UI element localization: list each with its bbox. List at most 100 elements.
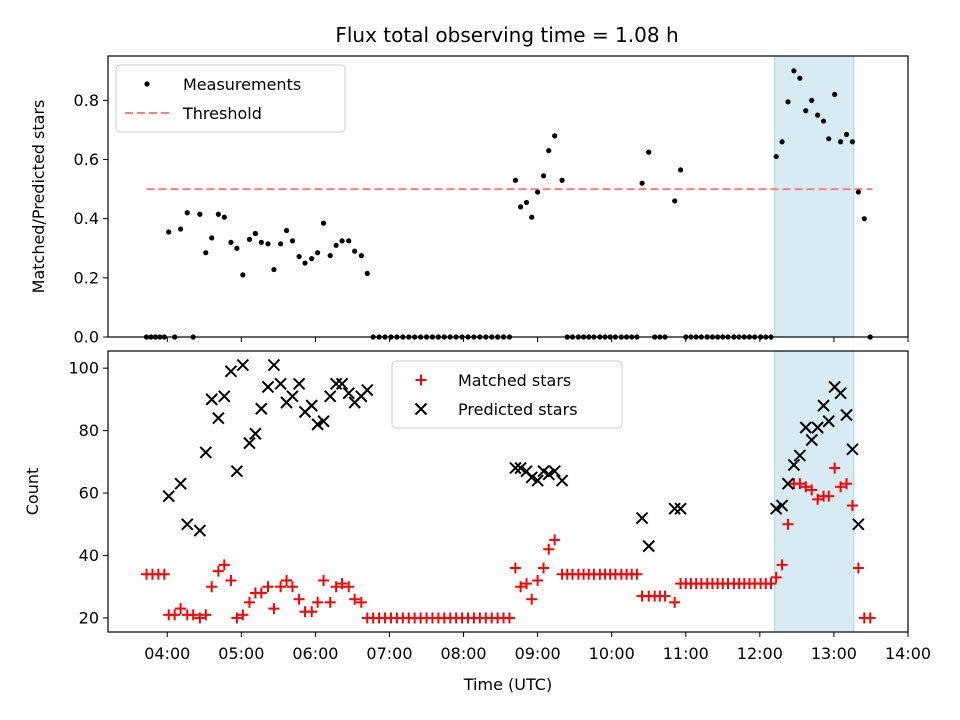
measurement-point	[333, 242, 339, 248]
measurement-point	[639, 180, 645, 186]
measurement-point	[512, 177, 519, 183]
predicted-star-point	[324, 390, 337, 403]
predicted-star-point	[212, 411, 225, 425]
measurement-points	[143, 68, 873, 340]
measurement-point	[358, 253, 364, 259]
predicted-star-point	[230, 464, 244, 478]
matched-star-point	[538, 562, 550, 574]
measurement-point	[559, 177, 565, 183]
predicted-star-point	[775, 499, 789, 512]
measurement-point	[535, 189, 541, 195]
measurement-point	[315, 250, 321, 256]
bottom-legend: Matched stars Predicted stars	[391, 360, 623, 429]
predicted-star-point	[218, 390, 231, 403]
top-axes-frame	[107, 55, 909, 338]
predicted-star-point	[361, 383, 374, 397]
measurement-point	[327, 253, 333, 259]
matched-star-point	[835, 481, 847, 493]
predicted-star-point	[531, 474, 544, 487]
matched-star-point	[794, 478, 806, 490]
matched-star-point	[175, 603, 187, 615]
measurement-point	[809, 97, 815, 103]
matched-star-point	[806, 484, 818, 496]
matched-star-point	[243, 596, 255, 608]
bottom-y-tick-label: 80	[79, 421, 99, 440]
matched-star-point	[158, 568, 170, 580]
matched-star-point	[225, 574, 237, 586]
measurement-point	[517, 204, 524, 210]
matched-star-point	[268, 603, 280, 615]
x-tick-label: 05:00	[218, 644, 264, 663]
matched-star-point	[515, 581, 527, 593]
predicted-star-point	[822, 415, 835, 428]
measurement-point	[677, 167, 684, 173]
measurement-point	[277, 241, 284, 247]
measurement-point	[785, 99, 791, 105]
predicted-star-point	[525, 471, 538, 484]
predicted-star-point	[548, 464, 561, 478]
predicted-star-point	[793, 449, 807, 462]
matched-star-point	[212, 565, 224, 577]
matched-star-point	[336, 578, 348, 590]
matched-star-point	[293, 593, 305, 605]
x-tick-label: 06:00	[292, 644, 338, 663]
measurement-point	[523, 199, 530, 206]
matched-star-point	[841, 478, 853, 490]
x-tick-label: 10:00	[589, 644, 635, 663]
predicted-star-point	[181, 518, 194, 531]
x-tick-label: 11:00	[663, 644, 709, 663]
matched-star-point	[864, 612, 876, 624]
measurement-point	[837, 139, 844, 145]
chart-title: Flux total observing time = 1.08 h	[335, 23, 678, 47]
predicted-star-point	[311, 418, 324, 431]
matched-star-point	[237, 609, 249, 621]
measurement-point	[815, 112, 821, 118]
matched-star-point	[218, 559, 230, 571]
predicted-star-point	[305, 399, 318, 412]
matched-star-point	[355, 596, 367, 608]
predicted-star-point	[817, 399, 830, 412]
matched-star-point	[200, 609, 212, 621]
matched-star-point	[823, 490, 835, 502]
bottom-legend-box	[391, 360, 623, 429]
matched-star-point	[776, 559, 788, 571]
measurement-point	[346, 238, 352, 244]
predicted-star-point	[805, 433, 818, 447]
bottom-y-tick-label: 40	[79, 546, 99, 565]
bottom-y-tick-label: 60	[79, 484, 99, 503]
measurement-point	[529, 214, 535, 220]
matched-star-point	[770, 571, 782, 583]
measurement-point	[791, 68, 797, 74]
matched-star-point	[169, 609, 181, 621]
measurement-point	[803, 108, 809, 114]
measurement-point	[283, 227, 290, 234]
predicted-star-point	[162, 489, 175, 503]
matched-star-point	[549, 534, 561, 546]
top-y-tick-label: 0.6	[74, 150, 99, 169]
matched-star-point	[782, 518, 794, 530]
measurement-point	[166, 229, 172, 235]
predicted-star-point	[193, 524, 207, 537]
predicted-star-point	[236, 358, 250, 372]
matched-star-point	[532, 574, 544, 586]
measurement-point	[289, 238, 296, 244]
measurement-point	[552, 133, 558, 139]
measurement-point	[540, 173, 547, 179]
matched-star-point	[852, 562, 864, 574]
legend-measurements-label: Measurements	[183, 75, 301, 94]
measurement-point	[832, 91, 838, 98]
measurement-point	[197, 211, 203, 217]
predicted-star-point	[174, 477, 187, 490]
measurement-point	[209, 235, 215, 241]
predicted-star-point	[274, 377, 287, 390]
top-y-tick-label: 0.2	[74, 268, 99, 287]
bottom-axes-frame	[107, 350, 909, 633]
top-legend: Measurements Threshold	[115, 64, 346, 133]
predicted-star-point	[267, 358, 281, 372]
predicted-star-point	[329, 377, 343, 390]
predicted-star-point	[668, 502, 681, 515]
measurement-point	[773, 153, 779, 160]
predicted-star-point	[335, 377, 349, 390]
measurement-point	[861, 216, 867, 222]
